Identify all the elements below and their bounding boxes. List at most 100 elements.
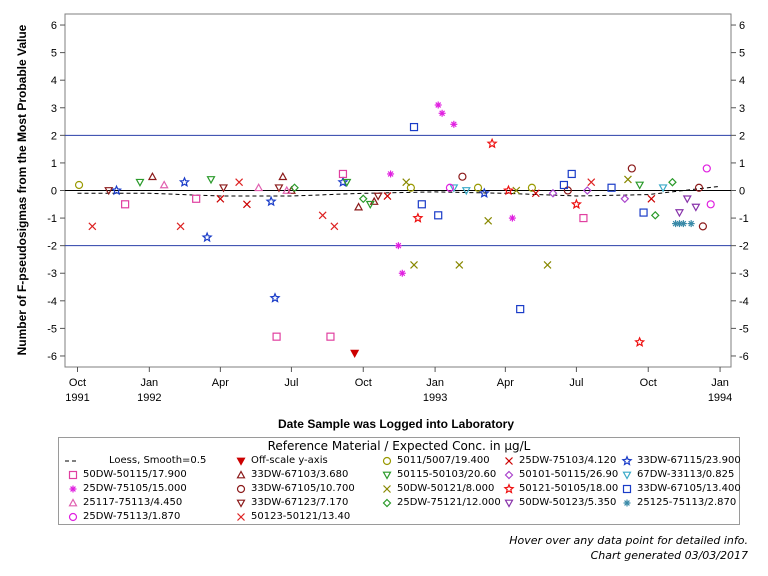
legend-symbol [504,499,514,508]
data-point [543,261,552,269]
legend-label: 50DW-50115/17.900 [83,469,187,480]
y-tick-label-right: -2 [739,241,749,253]
data-point [627,164,636,173]
legend-symbol [382,471,392,480]
data-point [458,172,467,181]
legend-marker [236,484,246,494]
data-point [110,184,123,196]
legend-label: 25DW-75105/15.000 [83,483,187,494]
data-point [694,183,704,192]
loess-curve [77,185,720,197]
y-tick-label-right: -4 [739,296,749,308]
data-point [679,220,687,228]
data-point [104,187,114,196]
legend-symbol [69,485,77,493]
legend-symbol [503,483,515,494]
y-tick-label-right: 1 [739,158,745,170]
data-point [201,231,213,243]
data-point [135,178,145,187]
legend-label: 33DW-67103/3.680 [251,469,349,480]
legend-label: 33DW-67105/10.700 [251,483,355,494]
legend-label: 25DW-75113/1.870 [83,511,181,522]
data-point [337,176,349,187]
x-tick-label: Jul [569,377,583,389]
data-point [121,200,130,209]
data-point [326,332,335,341]
legend-symbol [505,457,513,465]
legend-symbol [504,470,514,480]
data-point [269,292,281,303]
data-point [265,195,277,207]
legend-marker [622,484,632,494]
legend-label: 25DW-75103/4.120 [519,455,617,466]
x-tick-label: Jan [140,377,158,389]
data-point [512,186,521,195]
data-point [461,187,471,196]
legend-label: Loess, Smooth=0.5 [109,455,207,466]
data-point [527,183,537,192]
legend-marker [621,455,633,466]
x-tick-label: Jul [284,377,298,389]
y-tick-label-right: -5 [739,323,749,335]
x-tick-label: Oct [640,377,657,389]
y-tick-label-left: 0 [51,186,57,198]
data-point [290,183,299,193]
legend-symbol [622,471,632,480]
legend-symbol [236,484,246,494]
data-point [658,184,668,193]
y-tick-label-right: 3 [739,103,745,115]
data-point [74,180,84,190]
data-point [455,261,464,269]
legend-marker [505,457,513,465]
y-tick-label-left: 2 [51,130,57,142]
legend-label: 50115-50103/20.60 [397,469,497,480]
legend-label: 50DW-50121/8.000 [397,483,495,494]
data-point [235,178,244,187]
legend-symbol [623,499,631,507]
y-tick-label-right: -6 [739,351,749,363]
data-point [412,212,424,223]
legend-symbol [621,455,633,466]
y-tick-label-right: 6 [739,20,745,32]
legend-label: 33DW-67105/13.400 [637,483,741,494]
legend-marker [382,471,392,480]
data-point [338,169,348,179]
data-point [402,178,411,187]
data-point [706,200,715,209]
y-tick-label-right: 4 [739,75,745,87]
legend-marker [503,483,515,494]
data-point [478,187,490,198]
data-point [698,222,707,231]
legend-marker [68,512,78,522]
data-point [254,183,264,192]
data-point [624,175,632,184]
x-tick-year-label: 1994 [708,392,732,404]
data-point [620,194,630,204]
data-point [582,186,592,195]
legend-marker [504,470,514,480]
loess-line [77,185,720,197]
x-tick-label: Oct [355,377,372,389]
data-point [434,211,443,220]
legend-marker [236,470,246,479]
data-point [516,304,525,314]
data-point [398,269,406,277]
x-tick-year-label: 1992 [137,392,161,404]
y-tick-label-right: 5 [739,48,745,60]
data-point [88,222,97,231]
legend-symbol [383,485,391,493]
data-point [409,122,419,132]
y-tick-label-left: -5 [47,323,57,335]
legend-symbol [68,512,78,522]
data-point [373,192,383,201]
data-point [570,198,582,210]
y-tick-label-left: 6 [51,20,57,32]
legend-symbol [68,470,78,480]
x-tick-label: Jan [426,377,444,389]
x-tick-year-label: 1993 [423,392,447,404]
data-point [387,170,395,178]
y-tick-label-left: -2 [47,241,57,253]
data-point [272,332,281,341]
data-point [445,183,455,192]
data-point [449,184,459,193]
